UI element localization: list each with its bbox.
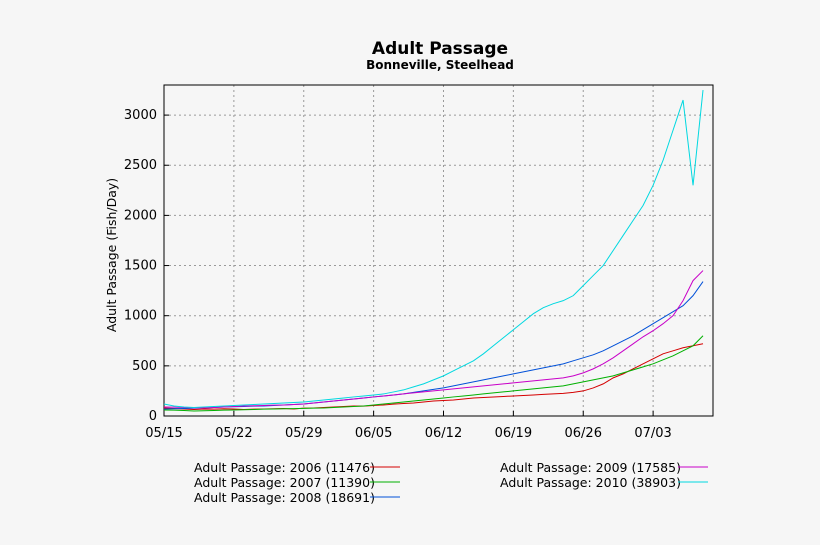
series-line-1 [163,335,704,412]
axes: 0 500 1000 1500 2000 2500 3000 05/15 05/22 05/29 0… [124,84,714,441]
series-line-0 [163,343,704,410]
y-axis-label: Adult Passage (Fish/Day) [104,178,119,332]
series-line-4 [163,89,704,408]
series-line-2 [163,281,704,410]
x-tick-label: 06/05 [355,426,392,441]
legend: Adult Passage: 2006 (11476)Adult Passage… [194,460,708,505]
chart-title: Adult Passage [372,39,508,59]
x-tick-label: 06/19 [495,426,532,441]
y-tick-label: 0 [149,409,157,424]
grid [164,85,713,416]
x-tick-label: 06/12 [425,426,462,441]
legend-label-2: Adult Passage: 2008 (18691) [194,490,375,505]
x-tick-label: 06/26 [565,426,602,441]
x-tick-label: 05/15 [145,426,182,441]
legend-label-3: Adult Passage: 2009 (17585) [500,460,681,475]
x-tick-label: 05/29 [285,426,322,441]
legend-label-1: Adult Passage: 2007 (11390) [194,475,375,490]
series-line-3 [163,270,704,409]
legend-label-4: Adult Passage: 2010 (38903) [500,475,681,490]
legend-label-0: Adult Passage: 2006 (11476) [194,460,375,475]
plot-frame [163,84,714,417]
chart-subtitle: Bonneville, Steelhead [366,58,514,72]
y-tick-label: 1500 [124,259,157,274]
y-tick-label: 2500 [124,158,157,173]
y-tick-label: 3000 [124,108,157,123]
y-tick-label: 1000 [124,309,157,324]
x-tick-label: 05/22 [215,426,252,441]
y-tick-label: 500 [132,359,157,374]
y-tick-label: 2000 [124,208,157,223]
series-group [163,89,704,412]
x-tick-label: 07/03 [634,426,671,441]
